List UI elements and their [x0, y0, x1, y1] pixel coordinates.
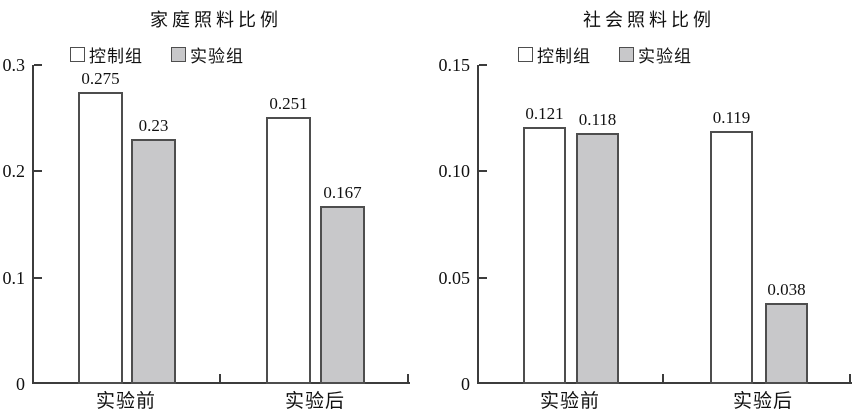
bar-control-group-pre	[78, 91, 123, 384]
legend-label-experiment-group: 实验组	[638, 47, 692, 66]
experiment-group-swatch-icon	[171, 47, 186, 62]
bar-value-label: 0.275	[81, 68, 120, 88]
y-tick	[34, 64, 42, 66]
bar-value-label: 0.118	[578, 110, 617, 130]
plot-area: 0.15 0.10 0.05 0 0.121 0.118 0.119 0.038 实验前 实验后	[433, 0, 865, 420]
y-tick-label: 0.10	[438, 161, 471, 182]
bar-control-group-post	[266, 117, 311, 384]
legend-label-control-group: 控制组	[89, 47, 143, 66]
chart-title: 家庭照料比例	[150, 10, 282, 30]
x-axis	[477, 382, 852, 384]
experiment-group-swatch-icon	[619, 47, 634, 62]
x-tick	[662, 374, 664, 382]
control-group-swatch-icon	[518, 47, 533, 62]
bar-experiment-group-post	[320, 206, 365, 384]
y-axis	[32, 65, 34, 384]
bar-value-label: 0.251	[269, 94, 308, 114]
x-category-label-post: 实验后	[732, 391, 793, 412]
y-tick	[34, 276, 42, 279]
y-tick	[479, 64, 487, 66]
y-tick-label: 0.1	[2, 267, 26, 288]
chart-title: 社会照料比例	[583, 10, 715, 30]
bar-experiment-group-pre	[576, 133, 619, 384]
x-tick	[849, 374, 851, 382]
legend-item-experiment-group: 实验组	[171, 42, 244, 67]
y-tick-label: 0.2	[2, 161, 26, 182]
bar-value-label: 0.038	[767, 280, 806, 300]
control-group-swatch-icon	[70, 47, 85, 62]
x-axis	[32, 382, 410, 384]
bar-experiment-group-pre	[131, 139, 176, 384]
bar-experiment-group-post	[765, 303, 808, 384]
chart-legend: 控制组 实验组	[518, 42, 692, 67]
y-tick-label: 0.15	[438, 55, 471, 75]
x-category-label-post: 实验后	[284, 391, 345, 412]
y-tick	[34, 170, 42, 173]
x-tick	[219, 374, 221, 382]
plot-area: 0.3 0.2 0.1 0 0.275 0.23 0.251 0.167 实验前 实验后	[0, 0, 432, 420]
y-tick	[479, 276, 487, 279]
legend-item-control-group: 控制组	[70, 42, 143, 67]
bar-control-group-post	[710, 130, 753, 384]
legend-label-experiment-group: 实验组	[190, 47, 244, 66]
bar-control-group-pre	[523, 126, 566, 384]
x-category-label-pre: 实验前	[95, 391, 156, 412]
y-tick-label: 0.05	[438, 267, 471, 288]
bar-value-label: 0.119	[712, 107, 751, 127]
bar-value-label: 0.23	[138, 116, 169, 136]
x-category-label-pre: 实验前	[539, 391, 600, 412]
y-tick	[479, 170, 487, 173]
y-axis	[477, 65, 479, 384]
y-tick-label: 0.3	[2, 55, 26, 75]
chart-family-care-proportion: 家庭照料比例 控制组 实验组 0.3 0.2 0.1 0 0.275 0.23 0.251 0…	[0, 0, 432, 420]
chart-social-care-proportion: 社会照料比例 控制组 实验组 0.15 0.10 0.05 0 0.121 0.118 0.…	[433, 0, 865, 420]
legend-item-experiment-group: 实验组	[619, 42, 692, 67]
legend-item-control-group: 控制组	[518, 42, 591, 67]
legend-label-control-group: 控制组	[537, 47, 591, 66]
chart-legend: 控制组 实验组	[70, 42, 244, 67]
bar-value-label: 0.121	[525, 103, 564, 123]
y-tick-label: 0	[16, 374, 25, 394]
bar-value-label: 0.167	[323, 183, 362, 203]
y-tick-label: 0	[461, 374, 470, 394]
x-tick	[407, 374, 409, 382]
